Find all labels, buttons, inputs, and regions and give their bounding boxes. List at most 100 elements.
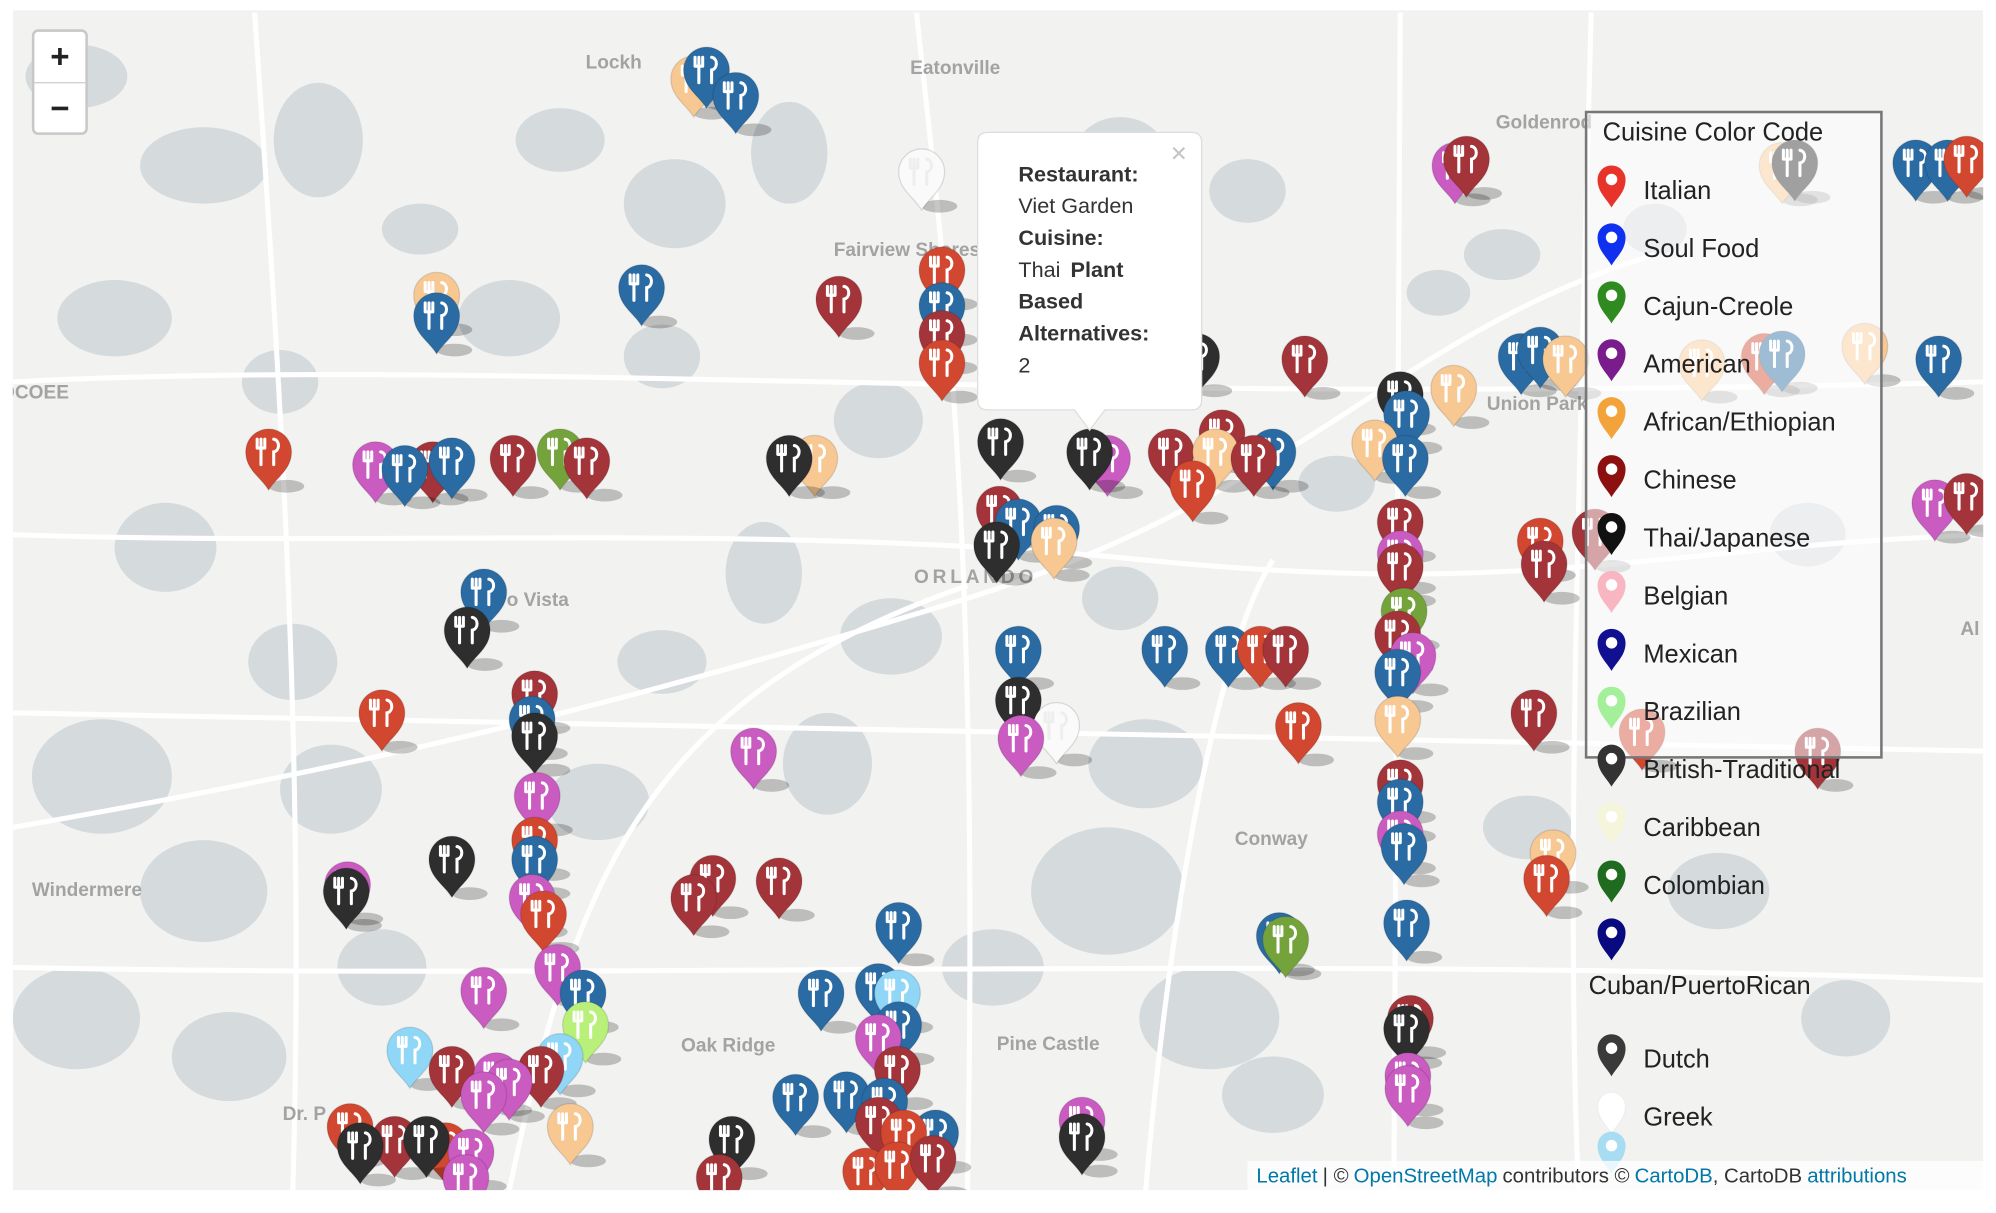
lake (725, 521, 802, 624)
marker[interactable] (402, 1115, 463, 1180)
marker-shadow (586, 488, 623, 502)
place-label: Lockh (586, 53, 642, 74)
marker[interactable] (1374, 695, 1434, 760)
marker[interactable] (1523, 854, 1583, 920)
marker[interactable] (1066, 428, 1126, 493)
marker-icon (1179, 469, 1205, 498)
legend-pin (1597, 165, 1626, 208)
marker[interactable] (875, 901, 935, 967)
marker[interactable] (1033, 702, 1093, 767)
marker[interactable] (712, 71, 772, 137)
link[interactable]: CartoDB (1635, 1166, 1713, 1188)
legend-swatch (1597, 918, 1626, 961)
place-label: Al (1960, 619, 1979, 640)
marker[interactable] (730, 727, 790, 792)
lake (31, 719, 172, 834)
marker[interactable] (563, 437, 623, 502)
marker-icon (391, 454, 417, 483)
marker[interactable] (765, 434, 825, 499)
marker-shadow (898, 953, 935, 967)
marker-shadow (897, 1193, 933, 1206)
marker[interactable] (1943, 472, 1996, 538)
marker[interactable] (511, 712, 571, 777)
zoom-in[interactable]: + (50, 38, 69, 75)
marker[interactable] (428, 437, 488, 502)
marker[interactable] (670, 873, 730, 939)
marker-shadow (712, 906, 749, 920)
marker[interactable] (976, 418, 1037, 483)
marker[interactable] (909, 1134, 969, 1199)
marker[interactable] (772, 1073, 832, 1138)
marker[interactable] (1943, 135, 1996, 200)
marker-icon (413, 1125, 438, 1154)
marker[interactable] (386, 1026, 446, 1091)
marker[interactable] (1274, 702, 1335, 767)
marker[interactable] (245, 428, 305, 493)
marker[interactable] (358, 689, 418, 754)
marker[interactable] (1262, 625, 1322, 690)
marker-icon (1247, 634, 1272, 664)
marker[interactable] (1281, 335, 1341, 400)
marker[interactable] (546, 1103, 606, 1168)
marker[interactable] (513, 772, 573, 837)
marker[interactable] (815, 275, 875, 340)
marker[interactable] (618, 264, 678, 329)
marker[interactable] (1915, 335, 1975, 400)
marker[interactable] (994, 625, 1055, 690)
marker[interactable] (1141, 625, 1201, 690)
marker[interactable] (1442, 135, 1503, 200)
legend-pin (1596, 1091, 1627, 1136)
link[interactable]: Leaflet (1256, 1166, 1317, 1188)
marker[interactable] (997, 714, 1057, 780)
marker[interactable] (336, 1122, 396, 1187)
marker-icon (1158, 437, 1183, 467)
popup-value: Viet Garden (1018, 193, 1133, 218)
legend-pin-dot (1605, 521, 1618, 533)
marker-icon (1387, 768, 1412, 798)
marker[interactable] (1520, 540, 1580, 605)
marker-pin (442, 1153, 490, 1191)
marker[interactable] (413, 292, 473, 357)
marker-shadow (866, 1199, 902, 1208)
marker[interactable] (1030, 517, 1090, 582)
marker-icon (423, 281, 449, 310)
marker-icon (1902, 148, 1928, 178)
marker[interactable] (1510, 689, 1570, 754)
marker[interactable] (1169, 460, 1229, 525)
marker[interactable] (1383, 899, 1443, 964)
marker[interactable] (898, 148, 958, 213)
marker[interactable] (1381, 434, 1441, 499)
marker[interactable] (1058, 1113, 1118, 1178)
marker[interactable] (442, 1153, 502, 1208)
marker[interactable] (1430, 364, 1490, 429)
marker[interactable] (381, 444, 441, 510)
marker[interactable] (755, 857, 815, 922)
zoom-control: + − (31, 29, 88, 135)
marker-shadow (1056, 753, 1093, 767)
marker[interactable] (428, 835, 488, 900)
marker[interactable] (460, 1071, 520, 1136)
marker[interactable] (918, 339, 978, 404)
marker[interactable] (1380, 823, 1440, 888)
link[interactable]: OpenStreetMap (1354, 1166, 1498, 1188)
marker-icon (776, 443, 801, 473)
marker[interactable] (460, 966, 520, 1032)
marker[interactable] (489, 434, 549, 499)
marker-shadow (451, 488, 488, 502)
marker-shadow (789, 486, 825, 499)
marker[interactable] (797, 969, 857, 1034)
link[interactable]: attributions (1807, 1166, 1907, 1188)
marker[interactable] (1230, 434, 1290, 499)
marker-icon (885, 911, 911, 940)
marker[interactable] (443, 606, 503, 671)
marker[interactable] (322, 867, 382, 932)
marker[interactable] (1384, 1064, 1444, 1130)
marker[interactable] (973, 521, 1033, 586)
popup-close[interactable]: × (1171, 138, 1187, 169)
zoom-out[interactable]: − (50, 90, 69, 127)
marker-icon (1387, 552, 1412, 581)
marker[interactable] (695, 1153, 755, 1208)
marker[interactable] (1262, 915, 1322, 981)
